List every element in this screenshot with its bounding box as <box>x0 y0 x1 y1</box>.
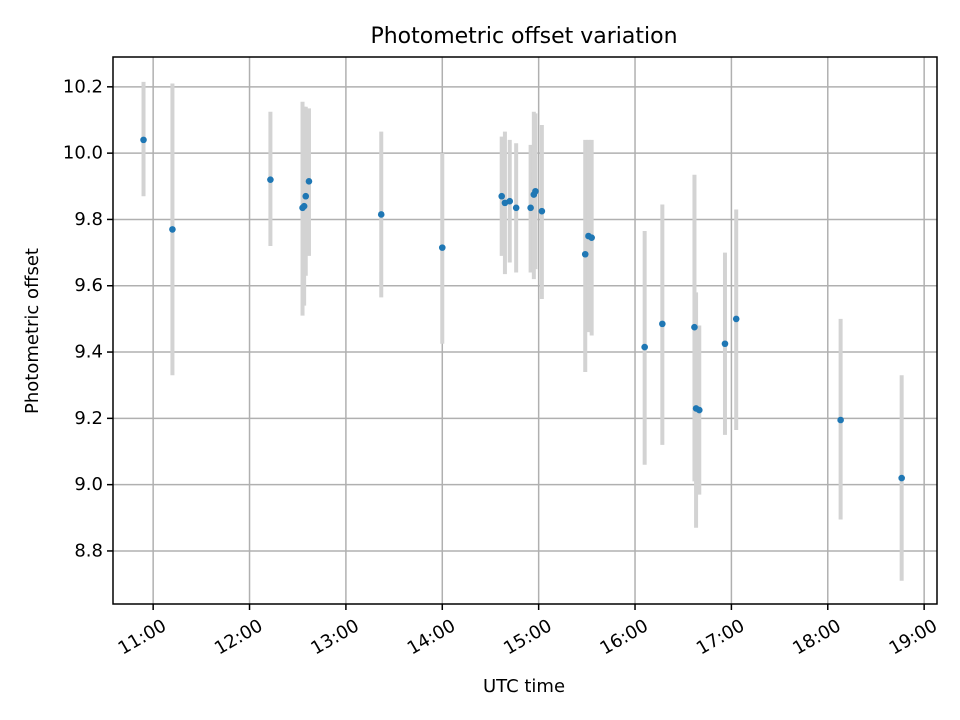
error-bars <box>141 81 904 581</box>
data-point <box>532 187 539 195</box>
y-tick-label: 9.0 <box>74 474 103 495</box>
data-point <box>588 234 595 241</box>
x-axis-label: UTC time <box>483 676 565 697</box>
data-point <box>695 406 703 414</box>
data-point <box>498 192 506 200</box>
x-tick-label: 18:00 <box>789 615 844 659</box>
x-tick-label: 14:00 <box>404 615 459 659</box>
data-point <box>169 226 176 233</box>
plot-frame <box>112 56 938 605</box>
data-point <box>641 343 648 351</box>
data-point <box>581 250 589 258</box>
data-point <box>267 176 274 183</box>
x-tick-label: 17:00 <box>693 615 748 659</box>
chart-title: Photometric offset variation <box>370 24 677 49</box>
data-point <box>898 474 905 482</box>
data-point <box>438 244 446 251</box>
x-tick-label: 16:00 <box>597 615 652 659</box>
data-point <box>659 320 666 328</box>
data-point <box>305 178 313 185</box>
y-tick-label: 9.4 <box>74 342 103 363</box>
data-point <box>691 323 698 331</box>
data-points <box>140 136 905 482</box>
x-tick-label: 11:00 <box>115 615 170 659</box>
grid-lines <box>113 57 937 604</box>
data-point <box>302 192 310 200</box>
data-point <box>721 340 729 348</box>
data-point <box>538 207 546 215</box>
data-point <box>527 204 534 212</box>
data-point <box>512 204 520 212</box>
y-tick-label: 10.0 <box>63 143 103 164</box>
x-tick-label: 13:00 <box>307 615 362 659</box>
x-tick-label: 19:00 <box>886 615 941 659</box>
data-point <box>506 197 514 205</box>
y-tick-label: 8.8 <box>74 540 103 561</box>
x-tick-label: 12:00 <box>211 615 266 659</box>
y-tick-label: 9.8 <box>74 209 103 230</box>
x-tick-label: 15:00 <box>500 615 555 659</box>
y-tick-label: 10.2 <box>63 76 103 97</box>
data-point <box>837 416 844 424</box>
data-point <box>377 211 385 218</box>
data-point <box>300 202 308 210</box>
data-point <box>732 315 740 323</box>
y-axis-label: Photometric offset <box>22 248 43 414</box>
data-point <box>140 136 147 144</box>
y-tick-label: 9.6 <box>74 275 103 296</box>
y-tick-label: 9.2 <box>74 408 103 429</box>
